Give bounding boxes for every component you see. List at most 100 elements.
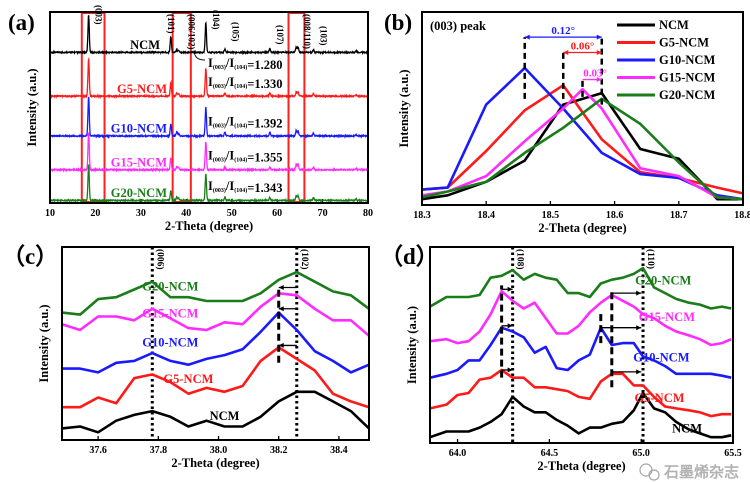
watermark-text: 石墨烯杂志 [663, 463, 739, 481]
shift-arrow-tail [563, 50, 569, 56]
series-label: G20-NCM [142, 280, 198, 294]
shift-arrow-tail [524, 34, 530, 40]
series-line-G15-NCM [61, 291, 370, 337]
panel-label-c: （c） [2, 243, 58, 269]
ratio-value: =1.343 [247, 181, 282, 195]
x-axis-label: 2-Theta (degree) [171, 456, 259, 470]
shift-arrow-head [596, 34, 602, 40]
series-line-G15-NCM [421, 87, 744, 201]
series-label: G10-NCM [111, 122, 167, 136]
ratio-pointer [194, 54, 206, 61]
ratio-part: I [208, 115, 213, 129]
peak-label: (008/110) [302, 14, 312, 49]
shift-arrow-head [636, 325, 642, 331]
x-tick-label: 18.7 [670, 210, 688, 221]
plot-frame [61, 246, 370, 441]
shift-arrow-head [507, 367, 513, 373]
x-tick-label: 18.5 [542, 210, 560, 221]
reference-label: (110) [645, 249, 656, 269]
series-line-G10-NCM [62, 311, 370, 374]
ratio-part: I [208, 75, 213, 89]
series-line-G20-NCM [421, 97, 744, 201]
ratio-part: /I [225, 148, 234, 162]
x-tick-label: 30 [136, 208, 146, 219]
shift-arrow-head [278, 285, 284, 291]
legend-label: G15-NCM [659, 71, 715, 85]
series-label: NCM [210, 409, 240, 423]
ratio-part: (104) [234, 83, 247, 90]
wechat-icon-bubble [648, 469, 660, 481]
shift-arrow-head [507, 323, 513, 329]
series-label: G20-NCM [635, 274, 691, 288]
series-label: G10-NCM [633, 350, 689, 364]
panel-b: 18.3 18.4 18.5 18.6 18.7 18.8 2-Theta (degree)… [397, 11, 750, 235]
x-tick-label: 10 [45, 208, 55, 219]
panel-label-b: (b) [384, 10, 412, 35]
plot-frame [429, 246, 734, 444]
legend-label: NCM [659, 18, 689, 32]
series-line-G20-NCM [429, 266, 732, 310]
x-tick-label: 38.2 [270, 445, 288, 456]
shift-arrow-head [636, 290, 642, 296]
x-tick-label: 38.4 [330, 445, 348, 456]
x-tick-label: 65.0 [632, 448, 650, 459]
legend-label: G10-NCM [659, 53, 715, 67]
intensity-ratio: I(003)/I(104)=1.280 [208, 56, 282, 72]
highlight-box [80, 12, 106, 203]
series-line-G15-NCM [49, 132, 369, 173]
peak-label: (103) [318, 26, 328, 46]
ratio-part: (104) [234, 156, 247, 163]
series-label: G15-NCM [639, 310, 695, 324]
series-line-NCM [429, 391, 732, 439]
highlight-box [287, 12, 306, 203]
shift-arrow-head [596, 50, 602, 56]
series-label: G5-NCM [117, 82, 167, 96]
x-tick-label: 18.3 [413, 210, 431, 221]
series-line-NCM [49, 15, 369, 56]
ratio-part: /I [225, 75, 234, 89]
series-label: G15-NCM [111, 155, 167, 169]
ratio-value: =1.330 [247, 77, 282, 91]
ratio-part: /I [225, 179, 234, 193]
panel-label-d: （d） [380, 243, 439, 269]
shift-arrow-head [636, 369, 642, 375]
ratio-part: (003) [213, 64, 226, 71]
panel-label-a: (a) [8, 10, 35, 35]
peak-label: (006/102) [187, 14, 197, 50]
ratio-part: (003) [213, 156, 226, 163]
panel-a: 10 20 30 40 50 60 70 80 2-Theta (degree) Intensit… [25, 5, 373, 233]
ratio-part: (104) [234, 123, 247, 130]
ratio-part: (003) [213, 83, 226, 90]
x-tick-label: 37.8 [150, 445, 168, 456]
shift-arrow-head [596, 77, 602, 83]
ratio-part: /I [225, 115, 234, 129]
ratio-part: /I [225, 56, 234, 70]
shift-label: 0.12° [551, 25, 575, 37]
x-tick-label: 64.5 [541, 448, 559, 459]
legend-label: G20-NCM [659, 88, 715, 102]
ratio-part: (003) [213, 123, 226, 130]
x-tick-label: 80 [363, 208, 373, 219]
series-label: G5-NCM [635, 391, 685, 405]
ratio-part: I [208, 56, 213, 70]
reference-label: (006) [154, 249, 165, 270]
x-tick-label: 18.4 [477, 210, 495, 221]
series-line-G5-NCM [49, 56, 369, 100]
panel-d: 64.0 64.5 65.0 65.5 2-Theta (degree) Intensit… [405, 246, 742, 473]
peak-label: (101) [166, 14, 176, 34]
series-line-G15-NCM [429, 289, 732, 347]
x-tick-label: 70 [318, 208, 328, 219]
ratio-value: =1.355 [247, 150, 282, 164]
shift-label: 0.06° [571, 41, 595, 53]
x-tick-label: 40 [181, 208, 191, 219]
watermark: 石墨烯杂志 [639, 463, 739, 481]
x-tick-label: 18.6 [606, 210, 624, 221]
series-line-NCM [61, 390, 370, 434]
y-axis-label: Intensity (a.u.) [37, 304, 51, 382]
plot-frame [49, 11, 369, 204]
intensity-ratio: I(003)/I(104)=1.343 [208, 179, 282, 195]
series-line-G10-NCM [429, 326, 732, 379]
intensity-ratio: I(003)/I(104)=1.330 [208, 75, 282, 91]
x-tick-label: 18.8 [734, 210, 750, 221]
